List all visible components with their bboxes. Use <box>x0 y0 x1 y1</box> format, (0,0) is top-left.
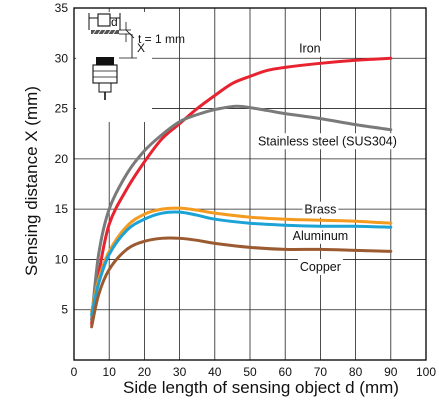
x-tick-label: 70 <box>314 365 328 379</box>
y-tick-label: 15 <box>55 202 69 216</box>
series-label-copper: Copper <box>300 260 341 274</box>
x-tick-label: 30 <box>173 365 187 379</box>
y-tick-label: 25 <box>55 102 69 116</box>
label-background <box>297 258 343 275</box>
series-label-aluminum: Aluminum <box>293 229 349 243</box>
sensor-setup-diagram: d t = 1 mm X <box>76 12 185 122</box>
series-label-iron: Iron <box>299 42 321 56</box>
x-distance-label: X <box>137 41 145 55</box>
x-tick-label: 10 <box>103 365 117 379</box>
y-tick-labels: 5 10 15 20 25 30 35 <box>55 1 69 317</box>
target-square-icon <box>97 13 111 27</box>
series-line-iron <box>90 56 393 326</box>
x-tick-label: 50 <box>243 365 257 379</box>
distance-dimension-icon <box>119 34 137 59</box>
label-background <box>297 40 323 57</box>
y-tick-label: 20 <box>55 152 69 166</box>
x-axis-title: Side length of sensing object d (mm) <box>123 378 399 397</box>
x-tick-label: 80 <box>349 365 363 379</box>
target-plate-icon <box>91 29 119 35</box>
label-background <box>302 201 339 218</box>
x-tick-label: 20 <box>138 365 152 379</box>
proximity-sensor-icon <box>92 57 118 100</box>
series-label-stainless-steel-sus304: Stainless steel (SUS304) <box>258 134 397 148</box>
y-tick-label: 35 <box>55 1 69 15</box>
series-lines <box>90 56 393 329</box>
label-background <box>255 133 399 150</box>
series-line-copper <box>90 236 393 329</box>
x-tick-label: 90 <box>384 365 398 379</box>
x-tick-label: 40 <box>208 365 222 379</box>
series-line-aluminum <box>90 210 393 317</box>
label-backgrounds <box>255 40 399 275</box>
series-line-stainless-steel-sus304 <box>90 104 393 322</box>
x-tick-label: 0 <box>71 365 78 379</box>
y-tick-label: 30 <box>55 51 69 65</box>
plot-frame <box>73 7 427 361</box>
thickness-label: t = 1 mm <box>138 32 185 46</box>
y-tick-label: 10 <box>55 252 69 266</box>
d-label: d <box>111 15 118 29</box>
x-tick-label: 100 <box>416 365 436 379</box>
thickness-dimension-icon <box>119 22 135 42</box>
y-axis-title: Sensing distance X (mm) <box>22 86 41 276</box>
label-background <box>290 227 351 244</box>
x-tick-label: 60 <box>279 365 293 379</box>
series-labels: Iron Stainless steel (SUS304) Brass Aluminu… <box>258 42 397 274</box>
y-tick-label: 5 <box>61 303 68 317</box>
x-tick-labels: 0 10 20 30 40 50 60 70 80 90 100 <box>71 365 437 379</box>
series-label-brass: Brass <box>304 203 336 217</box>
